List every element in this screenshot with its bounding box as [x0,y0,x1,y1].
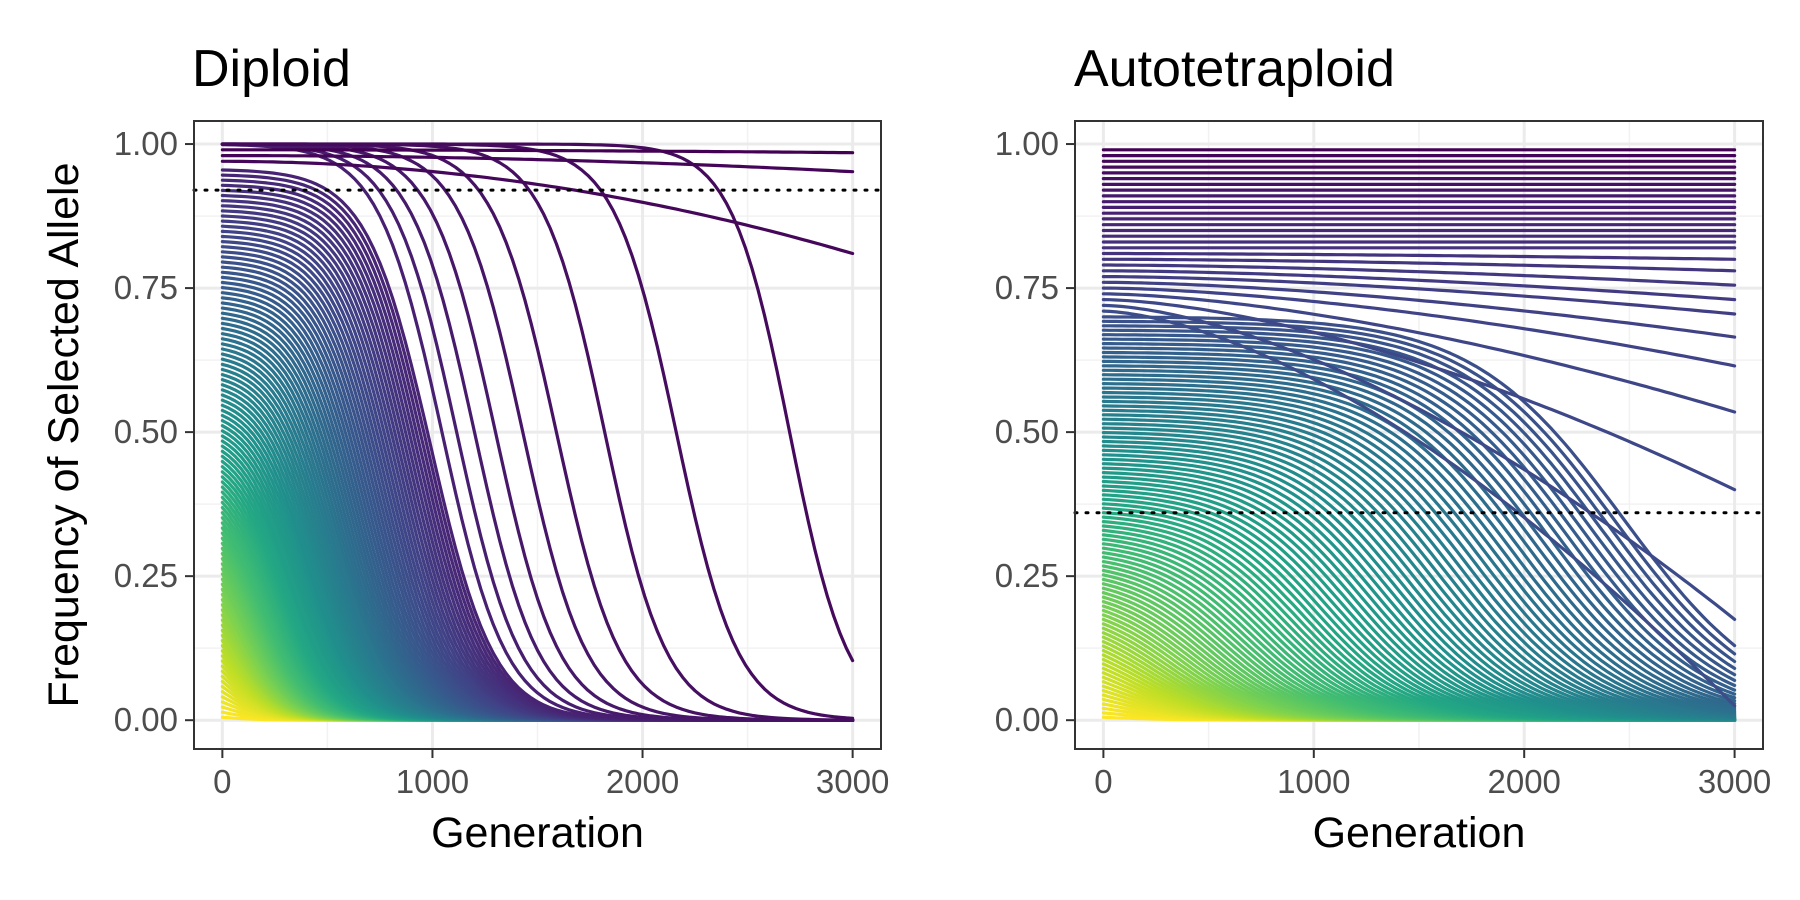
series-line [1101,286,1737,368]
x-tick-label: 1000 [1277,763,1350,800]
y-axis: 0.00 0.25 0.50 0.75 1.00 [995,125,1075,738]
series-line [1101,422,1737,721]
series-line [1101,390,1737,716]
series-line [1101,292,1737,414]
panel-title: Autotetraploid [1074,40,1395,98]
x-axis-title: Generation [1313,809,1526,857]
y-axis-title: Frequency of Selected Allele [40,163,88,708]
series-line [1101,315,1737,648]
series-line [1101,333,1737,677]
x-tick-label: 2000 [1487,763,1560,800]
panel-diploid: Diploid 0 1000 2000 3000 0.00 0.25 0.50 0.75 1.… [40,40,889,857]
series-line [1101,417,1737,720]
y-tick-label: 0.00 [114,701,178,738]
series-line [220,142,855,663]
series-line [1101,364,1737,706]
y-tick-label: 0.50 [114,413,178,450]
y-tick-label: 1.00 [995,125,1059,162]
series-line [1101,275,1737,316]
panel-autotetraploid: Autotetraploid 0 1000 2000 3000 0.00 0.25 0.5… [995,40,1772,857]
series-line [1101,346,1737,692]
series-lines [220,142,855,722]
x-axis-title: Generation [431,809,644,857]
series-line [1101,309,1737,708]
series-line [1101,298,1737,492]
series-line [220,154,855,174]
series-line [1101,342,1737,688]
series-line [1101,324,1737,664]
plot-border [193,120,882,750]
series-line [1101,328,1737,671]
series-line [1101,404,1737,719]
series-line [1101,303,1737,622]
series-line [1101,251,1737,261]
series-line [220,148,855,155]
series-line [1101,337,1737,683]
series-line [1101,368,1737,708]
series-line [1101,413,1737,720]
series-line [1101,269,1737,302]
series-line [1101,257,1737,273]
y-tick-label: 1.00 [114,125,178,162]
y-tick-label: 0.75 [114,269,178,306]
y-tick-label: 0.25 [995,557,1059,594]
series-line [220,159,855,256]
series-line [1101,263,1737,287]
x-tick-label: 0 [1094,763,1112,800]
x-tick-label: 3000 [1698,763,1771,800]
x-tick-label: 2000 [606,763,679,800]
series-line [1101,350,1737,696]
x-tick-label: 3000 [816,763,889,800]
series-line [1101,280,1737,339]
panel-title: Diploid [192,40,351,98]
y-tick-label: 0.75 [995,269,1059,306]
series-lines [1101,148,1737,722]
x-tick-label: 1000 [396,763,469,800]
series-line [1101,386,1737,715]
x-axis: 0 1000 2000 3000 [213,749,889,800]
x-tick-label: 0 [213,763,231,800]
series-line [1101,408,1737,719]
plot-border [1074,120,1764,750]
series-line [1101,373,1737,710]
y-tick-label: 0.00 [995,701,1059,738]
series-line [1101,377,1737,712]
series-line [1101,355,1737,700]
series-line [1101,399,1737,718]
y-tick-label: 0.25 [114,557,178,594]
series-line [1101,395,1737,717]
series-line [1101,382,1737,714]
y-tick-label: 0.50 [995,413,1059,450]
x-axis: 0 1000 2000 3000 [1094,749,1771,800]
y-axis: 0.00 0.25 0.50 0.75 1.00 [114,125,194,738]
